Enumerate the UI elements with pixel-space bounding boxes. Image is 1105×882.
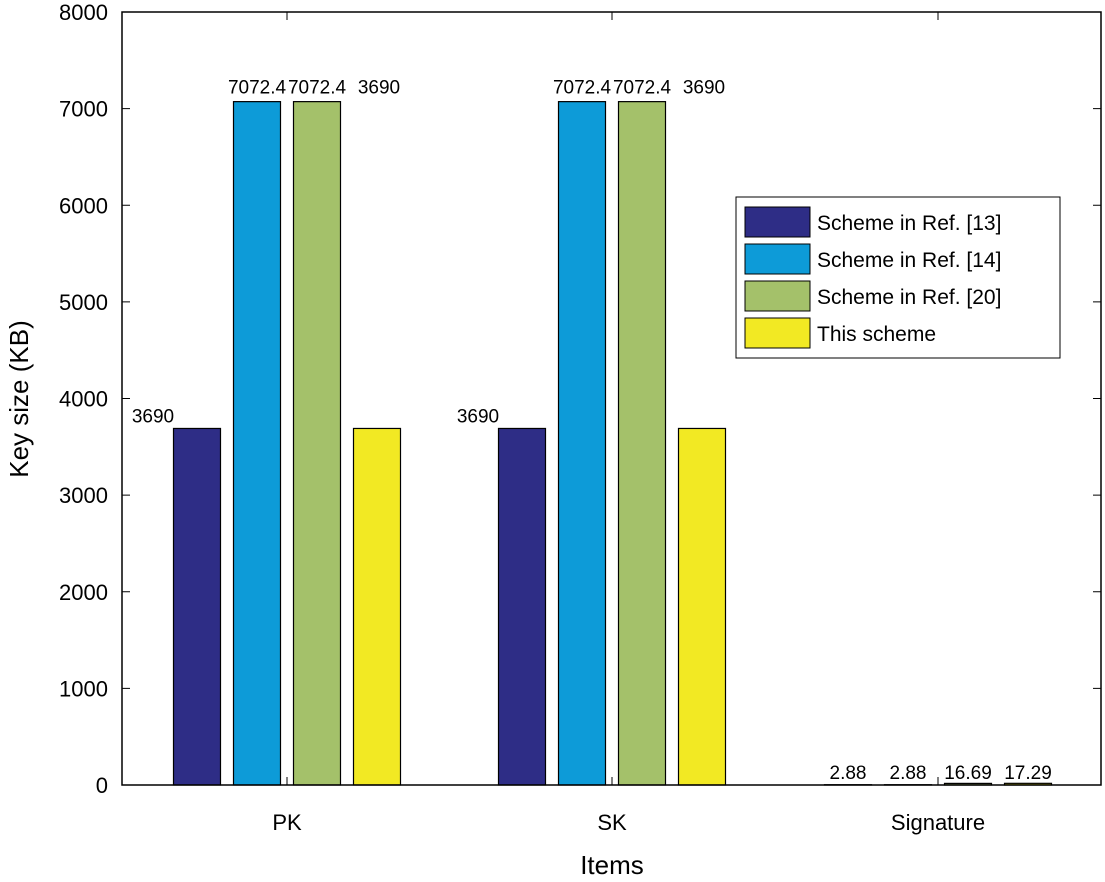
legend-label-series-2: Scheme in Ref. [14] <box>817 249 1001 272</box>
data-label: 3690 <box>457 406 499 427</box>
bar-pk-series-3 <box>292 101 342 786</box>
x-axis: PK SK Signature <box>272 12 985 835</box>
bar-pk-series-4 <box>352 427 402 786</box>
y-axis: 0 1000 2000 3000 4000 5000 6000 7000 8000 <box>59 0 1101 798</box>
data-label: 17.29 <box>1004 763 1052 784</box>
x-tick-label: PK <box>272 810 302 835</box>
legend-label-series-4: This scheme <box>817 323 936 346</box>
bar-sk-series-2 <box>557 101 607 786</box>
y-tick-label: 8000 <box>59 0 108 25</box>
y-axis-title: Key size (KB) <box>4 320 34 478</box>
x-tick-label: Signature <box>891 810 985 835</box>
legend: Scheme in Ref. [13] Scheme in Ref. [14] Sc… <box>735 196 1061 359</box>
data-label: 7072.4 <box>613 78 672 99</box>
data-label: 7072.4 <box>288 78 347 99</box>
y-tick-label: 6000 <box>59 193 108 218</box>
x-axis-title: Items <box>580 850 644 880</box>
bars-layer <box>172 101 1053 786</box>
data-label: 7072.4 <box>553 78 612 99</box>
bar-sk-series-4 <box>677 427 727 786</box>
legend-label-series-1: Scheme in Ref. [13] <box>817 212 1001 235</box>
y-tick-label: 2000 <box>59 580 108 605</box>
bar-sk-series-3 <box>617 101 667 786</box>
y-tick-label: 4000 <box>59 387 108 412</box>
data-label: 2.88 <box>830 763 867 784</box>
bar-pk-series-1 <box>172 427 222 786</box>
data-label: 3690 <box>683 78 725 99</box>
legend-swatch-series-4 <box>744 317 811 349</box>
y-tick-label: 5000 <box>59 290 108 315</box>
legend-label-series-3: Scheme in Ref. [20] <box>817 286 1001 309</box>
data-label: 3690 <box>358 78 400 99</box>
legend-swatch-series-1 <box>744 206 811 238</box>
data-label: 3690 <box>132 406 174 427</box>
y-tick-label: 7000 <box>59 97 108 122</box>
data-label: 16.69 <box>944 763 992 784</box>
bar-sk-series-1 <box>497 427 547 786</box>
data-label: 2.88 <box>890 763 927 784</box>
legend-swatch-series-3 <box>744 280 811 312</box>
y-tick-label: 0 <box>96 773 108 798</box>
x-tick-label: SK <box>597 810 627 835</box>
legend-swatch-series-2 <box>744 243 811 275</box>
bar-pk-series-2 <box>232 101 282 786</box>
data-label: 7072.4 <box>228 78 287 99</box>
y-tick-label: 3000 <box>59 483 108 508</box>
y-tick-label: 1000 <box>59 676 108 701</box>
plot-area <box>122 12 1101 785</box>
